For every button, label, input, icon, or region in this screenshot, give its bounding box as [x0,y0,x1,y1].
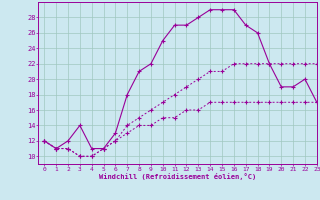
X-axis label: Windchill (Refroidissement éolien,°C): Windchill (Refroidissement éolien,°C) [99,173,256,180]
